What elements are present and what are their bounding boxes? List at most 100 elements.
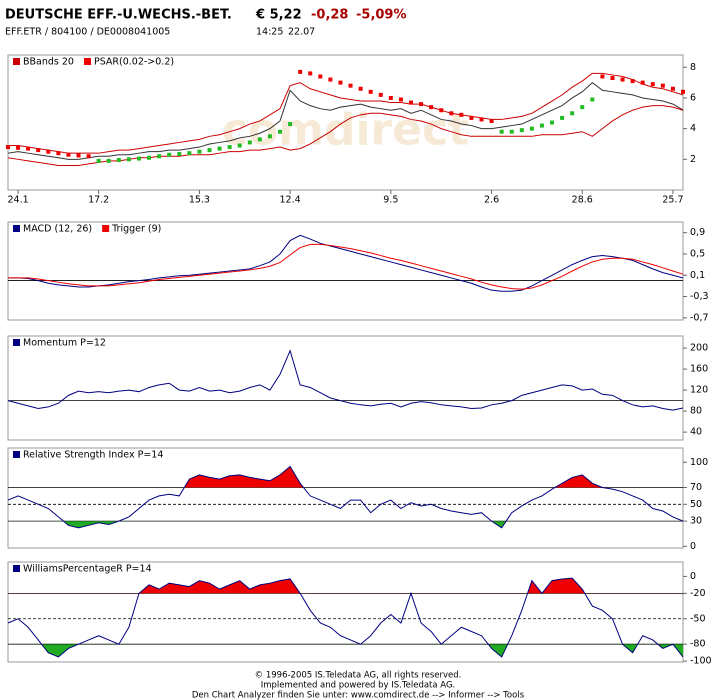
legend-swatch xyxy=(83,58,91,65)
psar-marker xyxy=(600,74,605,79)
y-tick-label: 50 xyxy=(690,499,702,510)
psar-marker xyxy=(116,158,121,163)
psar-marker xyxy=(378,92,383,97)
y-tick-label: 0,1 xyxy=(690,270,705,281)
psar-marker xyxy=(419,102,424,107)
psar-marker xyxy=(56,151,61,156)
psar-marker xyxy=(610,76,615,81)
psar-marker xyxy=(590,97,595,102)
watermark: comdirect xyxy=(222,105,469,156)
footer-line: Implemented and powered by IS.Teledata A… xyxy=(261,681,456,691)
psar-marker xyxy=(288,122,293,127)
psar-marker xyxy=(580,105,585,110)
y-tick-label: 40 xyxy=(690,427,702,438)
panel-frame xyxy=(7,54,684,191)
psar-marker xyxy=(46,149,51,154)
x-tick-label: 2.6 xyxy=(484,195,499,206)
psar-marker xyxy=(267,134,272,139)
security-name: DEUTSCHE EFF.-U.WECHS.-BET. xyxy=(5,8,232,23)
x-tick-label: 17.2 xyxy=(88,195,109,206)
psar-marker xyxy=(227,145,232,150)
series-line xyxy=(7,465,684,529)
psar-marker xyxy=(237,143,242,148)
y-tick-label: 80 xyxy=(690,406,702,417)
legend-swatch xyxy=(13,451,20,458)
legend-label: BBands 20 xyxy=(23,57,74,68)
legend-label: Trigger (9) xyxy=(111,224,161,235)
x-tick-label: 15.3 xyxy=(189,195,210,206)
psar-marker xyxy=(338,80,343,85)
psar-marker xyxy=(318,74,323,79)
x-tick-label: 9.5 xyxy=(383,195,398,206)
y-tick-label: -100 xyxy=(690,656,712,667)
psar-marker xyxy=(16,145,21,150)
psar-marker xyxy=(86,154,91,159)
psar-marker xyxy=(126,157,131,162)
psar-marker xyxy=(529,126,534,131)
psar-marker xyxy=(570,111,575,116)
psar-marker xyxy=(429,105,434,110)
psar-marker xyxy=(620,77,625,82)
psar-marker xyxy=(106,158,111,163)
panel-frame xyxy=(7,447,684,549)
psar-marker xyxy=(439,108,444,113)
panel-frame xyxy=(7,335,684,441)
x-tick-label: 25.7 xyxy=(662,195,683,206)
psar-marker xyxy=(449,111,454,116)
psar-marker xyxy=(398,97,403,102)
legend-label: MACD (12, 26) xyxy=(23,224,92,235)
psar-marker xyxy=(96,158,101,163)
psar-marker xyxy=(469,115,474,120)
psar-marker xyxy=(509,129,514,134)
date: 22.07 xyxy=(288,27,315,38)
psar-marker xyxy=(217,146,222,151)
legend-swatch xyxy=(13,339,20,346)
psar-marker xyxy=(479,117,484,122)
security-info: EFF.ETR / 804100 / DE0008041005 xyxy=(5,27,170,38)
y-tick-label: -20 xyxy=(690,588,706,599)
legend-label: Relative Strength Index P=14 xyxy=(23,450,163,461)
y-tick-label: -50 xyxy=(690,613,706,624)
psar-marker xyxy=(6,145,10,150)
psar-marker xyxy=(328,77,333,82)
psar-marker xyxy=(207,148,212,153)
footer-line: Den Chart Analyzer finden Sie unter: www… xyxy=(192,691,525,700)
psar-marker xyxy=(408,100,413,105)
legend-swatch xyxy=(13,58,20,65)
series-line xyxy=(8,234,684,292)
y-tick-label: 2 xyxy=(690,154,696,165)
x-tick-label: 24.1 xyxy=(7,195,28,206)
legend-label: PSAR(0.02->0.2) xyxy=(94,57,174,68)
y-tick-label: 6 xyxy=(690,92,696,103)
footer-line: © 1996-2005 IS.Teledata AG, all rights r… xyxy=(255,671,462,681)
y-tick-label: 30 xyxy=(690,516,702,527)
psar-marker xyxy=(681,89,685,94)
psar-marker xyxy=(660,83,665,88)
change-pct: -5,09% xyxy=(356,8,407,23)
psar-marker xyxy=(650,82,655,87)
series-line xyxy=(7,81,684,160)
legend-swatch xyxy=(13,225,20,232)
psar-marker xyxy=(76,153,81,158)
oversold-fill xyxy=(8,521,683,528)
legend-swatch xyxy=(102,225,110,232)
series-line xyxy=(7,577,684,658)
psar-marker xyxy=(388,95,393,100)
psar-marker xyxy=(358,86,363,91)
psar-marker xyxy=(247,140,252,145)
y-tick-label: 70 xyxy=(690,482,702,493)
panel-frame xyxy=(7,561,684,663)
psar-marker xyxy=(630,79,635,84)
panel-frame xyxy=(7,221,684,321)
y-tick-label: -0,7 xyxy=(690,312,709,323)
y-tick-label: 4 xyxy=(690,123,696,134)
psar-marker xyxy=(197,149,202,154)
legend-label: Momentum P=12 xyxy=(23,338,106,349)
psar-marker xyxy=(36,148,41,153)
psar-marker xyxy=(519,128,524,133)
psar-marker xyxy=(298,69,303,74)
y-tick-label: 0 xyxy=(690,541,696,552)
y-tick-label: -0,3 xyxy=(690,291,709,302)
legend-label: WilliamsPercentageR P=14 xyxy=(23,564,152,575)
